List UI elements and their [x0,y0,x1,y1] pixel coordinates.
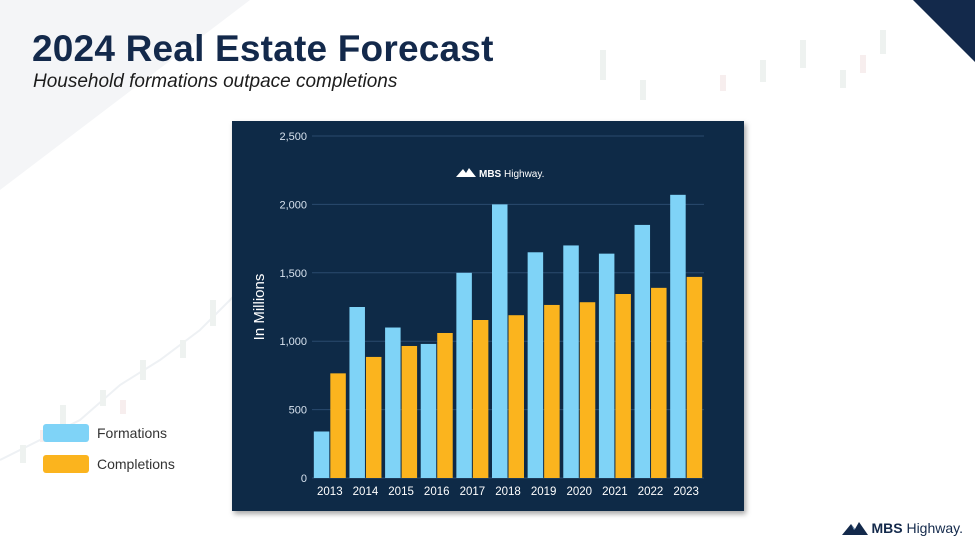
bar-completions-2021 [615,294,631,478]
footer-brand-text: MBS Highway. [871,520,963,536]
bar-completions-2013 [330,373,346,478]
watermark-text: MBS Highway. [479,169,544,180]
page-subtitle: Household formations outpace completions [33,71,398,92]
legend-swatch-formations [43,424,89,442]
bar-completions-2016 [437,332,453,478]
x-tick-label: 2020 [566,486,592,498]
legend-swatch-completions [43,455,89,473]
bar-formations-2013 [313,431,330,478]
footer-brand-bold: MBS [871,520,903,536]
x-tick-label: 2014 [353,486,379,498]
footer-logo: MBS Highway. [842,520,963,536]
x-tick-label: 2013 [317,486,343,498]
bar-formations-2014 [349,307,365,478]
y-tick-label: 1,500 [279,268,307,280]
bar-completions-2022 [651,287,667,478]
x-tick-label: 2022 [638,486,664,498]
bar-completions-2020 [579,302,596,478]
page-title: 2024 Real Estate Forecast [32,28,494,69]
x-tick-label: 2016 [424,486,450,498]
watermark-logo-icon [456,168,476,177]
bar-completions-2017 [472,319,489,478]
y-axis-label: In Millions [251,274,268,341]
x-tick-label: 2018 [495,486,521,498]
legend-label-formations: Formations [97,425,168,441]
bar-chart: 0 500 1,000 1,500 2,000 2,500 In Millions MBS H… [251,131,704,498]
y-tick-label: 0 [301,473,307,485]
footer-brand-light: Highway. [906,520,963,536]
bar-formations-2023 [670,194,686,478]
x-tick-label: 2021 [602,486,628,498]
corner-accent [913,0,975,62]
y-tick-label: 2,000 [279,199,307,211]
bar-completions-2014 [365,356,382,478]
x-tick-label: 2019 [531,486,557,498]
bar-completions-2018 [508,315,524,478]
bar-formations-2018 [492,204,508,478]
legend-item-formations: Formations [43,423,175,443]
bar-completions-2019 [544,304,560,478]
bar-completions-2015 [401,345,418,478]
bar-formations-2016 [420,343,437,478]
bar-formations-2017 [456,272,472,478]
y-tick-label: 1,000 [279,336,307,348]
x-tick-label: 2015 [388,486,414,498]
y-tick-label: 2,500 [279,131,307,143]
legend: Formations Completions [43,423,175,485]
bar-formations-2021 [598,253,615,478]
mountain-logo-icon [842,522,869,535]
bar-formations-2022 [634,224,651,478]
bar-formations-2019 [527,252,544,478]
bar-formations-2020 [563,245,579,478]
chart-panel: 0 500 1,000 1,500 2,000 2,500 In Millions MBS H… [232,121,744,511]
legend-item-completions: Completions [43,454,175,474]
legend-label-completions: Completions [97,456,175,472]
bar-formations-2015 [385,327,401,478]
y-tick-label: 500 [289,405,307,417]
x-tick-label: 2023 [673,486,699,498]
x-tick-label: 2017 [460,486,486,498]
bar-completions-2023 [686,276,703,478]
